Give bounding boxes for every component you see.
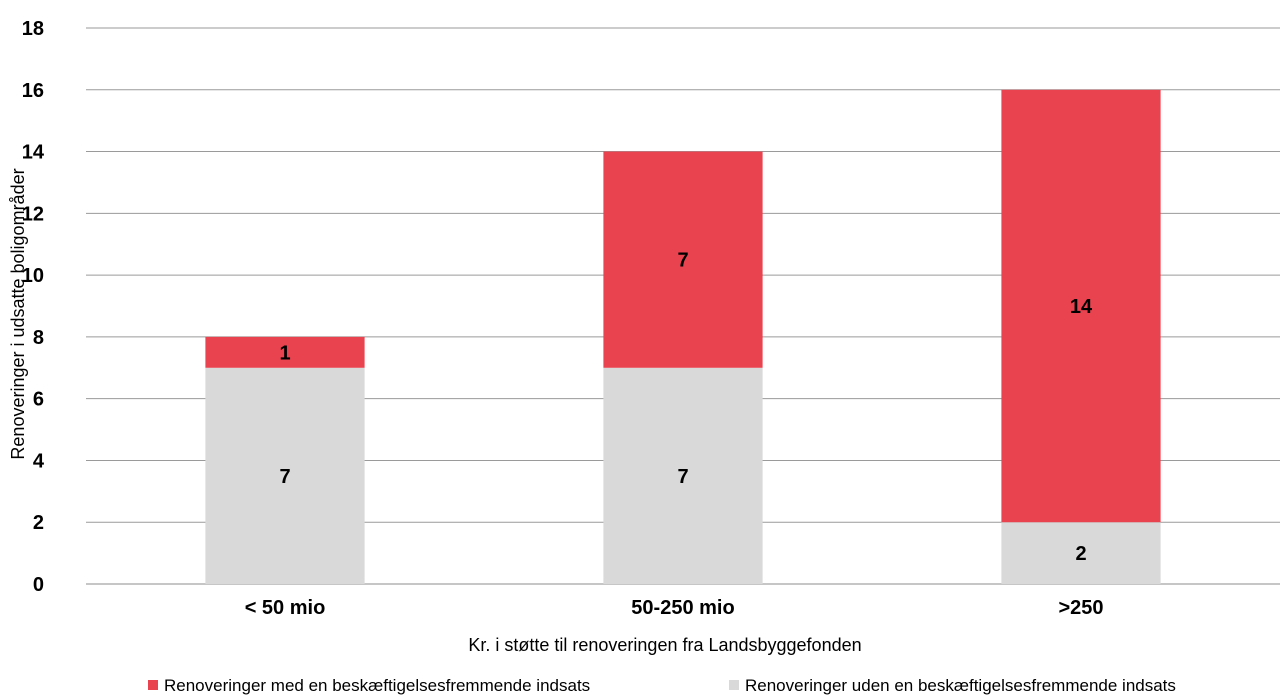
data-label: 7 [279,466,290,488]
y-tick-label: 18 [22,18,44,40]
y-tick-labels: 0 2 4 6 8 10 12 14 16 18 [22,18,45,596]
y-tick-label: 12 [22,203,44,225]
x-axis-title: Kr. i støtte til renoveringen fra Landsb… [468,635,861,655]
y-tick-label: 16 [22,80,44,102]
legend-label: Renoveringer uden en beskæftigelsesfremm… [745,676,1176,695]
legend-swatch [148,680,158,690]
data-label: 2 [1075,543,1086,565]
data-labels: 7 1 7 7 2 14 [279,250,1093,565]
x-tick-labels: < 50 mio 50-250 mio >250 [245,597,1104,619]
y-axis-title: Renoveringer i udsatte boligområder [8,168,28,459]
legend: Renoveringer med en beskæftigelsesfremme… [148,676,1176,695]
x-tick-label: >250 [1058,597,1103,619]
bar-segment [603,151,763,368]
y-tick-label: 10 [22,265,44,287]
x-tick-label: < 50 mio [245,597,326,619]
y-tick-label: 4 [33,450,45,472]
y-tick-label: 8 [33,327,44,349]
data-label: 1 [279,342,290,364]
data-label: 14 [1070,296,1093,318]
bar-segment [1001,89,1161,523]
data-label: 7 [677,466,688,488]
y-tick-label: 14 [22,142,45,164]
y-tick-label: 2 [33,512,44,534]
legend-swatch [729,680,739,690]
x-tick-label: 50-250 mio [631,597,734,619]
legend-label: Renoveringer med en beskæftigelsesfremme… [164,676,590,695]
bar-segment [1001,522,1161,584]
bar-segment [205,367,365,584]
y-tick-label: 0 [33,574,44,596]
bar-segment [205,336,365,368]
y-tick-label: 6 [33,389,44,411]
data-label: 7 [677,250,688,272]
bar-segment [603,367,763,584]
bars [205,89,1161,584]
